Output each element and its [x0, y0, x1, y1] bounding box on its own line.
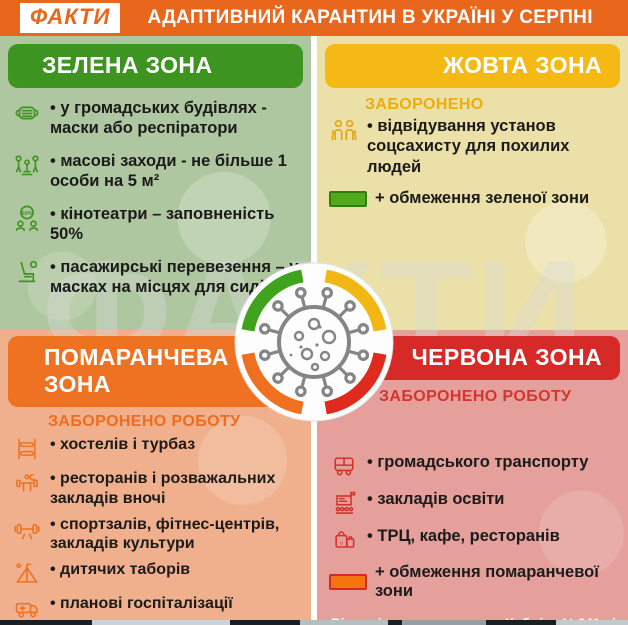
list-item: u • ТРЦ, кафе, ресторанів [327, 526, 620, 554]
list-item: • ресторанів і розважальних закладів вно… [10, 469, 303, 509]
zone-title-green: ЗЕЛЕНА ЗОНА [8, 44, 303, 88]
orange-zone-chip [329, 574, 367, 590]
red-zone-list: • громадського транспорту • закладів осв… [317, 408, 628, 554]
dumbbell-icon [10, 515, 44, 543]
green-zone-panel: ЗЕЛЕНА ЗОНА • у громадських будівлях - м… [0, 36, 311, 330]
shopping-bag-icon: u [327, 526, 361, 554]
cabinet-resolution-note: Відповідно до постанови Кабміну №641 від… [331, 615, 627, 620]
banned-label: ЗАБОРОНЕНО РОБОТУ [48, 413, 241, 430]
school-icon [327, 489, 361, 517]
inherit-restrictions-row: + обмеження зеленої зони [329, 189, 628, 208]
zone-title-yellow: ЖОВТА ЗОНА [325, 44, 620, 88]
item-text: • масові заходи - не більше 1 особи на 5… [50, 151, 287, 191]
restaurant-icon [10, 469, 44, 497]
list-item: • відвідування установ соцсахисту для по… [327, 116, 620, 177]
fakty-logo: ФАКТИ [20, 2, 121, 34]
bottom-edge-strip [0, 620, 628, 625]
list-item: • спортзалів, фітнес-центрів, закладів к… [10, 515, 303, 555]
list-item: • планові госпіталізації [10, 594, 303, 620]
list-item: 50% • кінотеатри – заповненість 50% [10, 204, 303, 245]
item-text: • пасажирські перевезення – у масках на … [50, 257, 299, 297]
mask-icon [10, 98, 44, 128]
list-item: • громадського транспорту [327, 452, 620, 480]
banned-label: ЗАБОРОНЕНО РОБОТУ [379, 388, 572, 405]
list-item: • масові заходи - не більше 1 особи на 5… [10, 151, 303, 192]
bus-icon [327, 452, 361, 480]
green-zone-chip [329, 190, 367, 207]
yellow-zone-list: • відвідування установ соцсахисту для по… [317, 116, 628, 177]
svg-text:u: u [340, 540, 343, 546]
item-text: • закладів освіти [367, 490, 505, 508]
ambulance-icon [10, 594, 44, 620]
yellow-zone-panel: ЖОВТА ЗОНА ЗАБОРОНЕНО • відвідування уст… [317, 36, 628, 330]
list-item: • у громадських будівлях - маски або рес… [10, 98, 303, 139]
list-item: • закладів освіти [327, 489, 620, 517]
banned-label: ЗАБОРОНЕНО [365, 96, 484, 113]
strip-segment [92, 620, 230, 625]
page-title: АДАПТИВНИЙ КАРАНТИН В УКРАЇНІ У СЕРПНІ [147, 7, 593, 28]
item-text: • ресторанів і розважальних закладів вно… [50, 470, 276, 507]
capacity-50-icon: 50% [10, 204, 44, 234]
strip-segment [300, 620, 388, 625]
list-item: • хостелів і турбаз [10, 435, 303, 463]
extra-text: + обмеження зеленої зони [375, 189, 590, 208]
list-item: • пасажирські перевезення – у масках на … [10, 257, 303, 298]
camp-tent-icon [10, 560, 44, 588]
green-zone-list: • у громадських будівлях - маски або рес… [0, 88, 311, 298]
bunk-bed-icon [10, 435, 44, 463]
item-text: • відвідування установ соцсахисту для по… [367, 117, 570, 176]
item-text: • хостелів і турбаз [50, 436, 196, 453]
item-text: • спортзалів, фітнес-центрів, закладів к… [50, 515, 280, 553]
strip-segment [556, 620, 628, 625]
virus-zone-badge [229, 257, 399, 427]
item-text: • планові госпіталізації [50, 595, 233, 613]
item-text: • кінотеатри – заповненість 50% [50, 204, 275, 244]
item-text: • громадського транспорту [367, 453, 589, 471]
inherit-restrictions-row: + обмеження помаранчевої зони [329, 563, 628, 601]
transport-seat-icon [10, 257, 44, 287]
item-text: • дитячих таборів [50, 561, 191, 579]
header-bar: ФАКТИ АДАПТИВНИЙ КАРАНТИН В УКРАЇНІ У СЕ… [0, 0, 628, 36]
list-item: • дитячих таборів [10, 560, 303, 588]
svg-text:50%: 50% [21, 211, 32, 217]
strip-segment [402, 620, 486, 625]
item-text: • ТРЦ, кафе, ресторанів [367, 527, 560, 545]
orange-zone-list: • хостелів і турбаз • ресторанів і розва… [0, 433, 311, 620]
item-text: • у громадських будівлях - маски або рес… [50, 99, 267, 138]
extra-text: + обмеження помаранчевої зони [375, 563, 599, 600]
coronavirus-icon [234, 262, 394, 422]
mass-event-icon [10, 151, 44, 181]
elderly-couple-icon [327, 116, 361, 146]
